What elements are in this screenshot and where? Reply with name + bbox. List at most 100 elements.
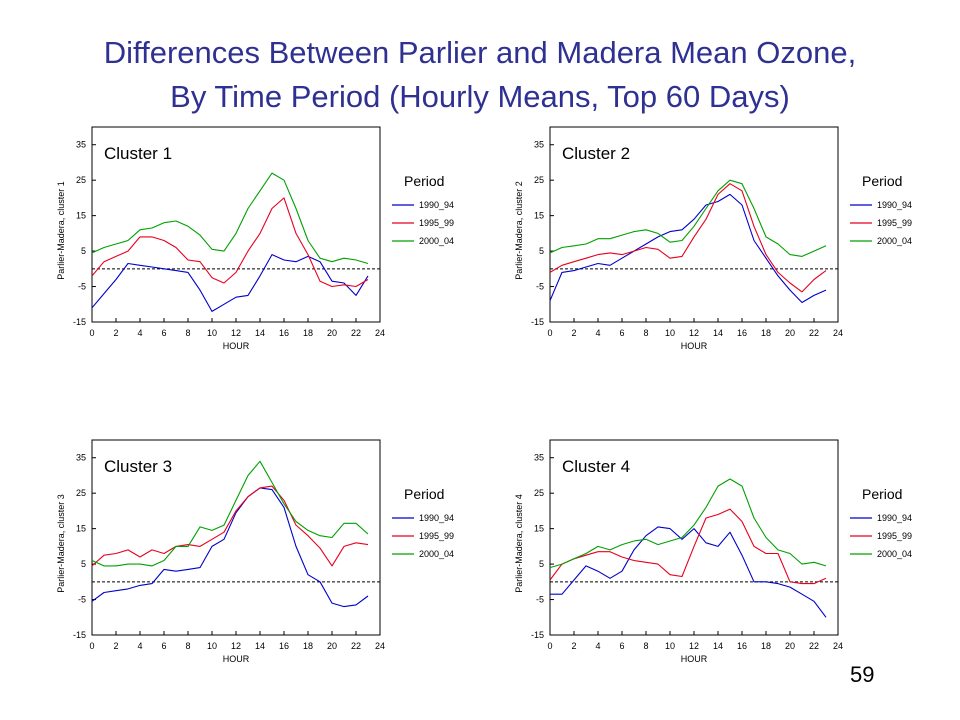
x-tick-label: 22 (351, 328, 361, 338)
y-tick-label: 35 (76, 453, 86, 463)
y-tick-label: 35 (76, 140, 86, 150)
legend-label-1990_94: 1990_94 (877, 513, 912, 523)
y-tick-label: 15 (534, 211, 544, 221)
y-tick-label: 5 (539, 246, 544, 256)
x-tick-label: 4 (137, 641, 142, 651)
x-tick-label: 0 (89, 641, 94, 651)
legend-label-1990_94: 1990_94 (419, 513, 454, 523)
x-tick-label: 0 (89, 328, 94, 338)
legend-label-2000_04: 2000_04 (877, 236, 912, 246)
legend-title: Period (862, 486, 902, 502)
y-tick-label: 25 (76, 488, 86, 498)
y-tick-label: -5 (536, 282, 544, 292)
legend-label-2000_04: 2000_04 (419, 549, 454, 559)
x-tick-label: 8 (643, 328, 648, 338)
legend-title: Period (404, 486, 444, 502)
x-tick-label: 18 (303, 328, 313, 338)
x-tick-label: 6 (619, 328, 624, 338)
y-tick-label: -5 (78, 282, 86, 292)
x-tick-label: 14 (713, 328, 723, 338)
x-tick-label: 22 (809, 641, 819, 651)
x-tick-label: 20 (785, 641, 795, 651)
x-tick-label: 16 (737, 641, 747, 651)
x-axis-label: HOUR (681, 341, 708, 351)
x-tick-label: 0 (547, 641, 552, 651)
x-tick-label: 2 (571, 641, 576, 651)
x-tick-label: 24 (375, 328, 385, 338)
x-tick-label: 12 (689, 328, 699, 338)
x-tick-label: 0 (547, 328, 552, 338)
legend-label-2000_04: 2000_04 (877, 549, 912, 559)
legend-label-1995_99: 1995_99 (877, 218, 912, 228)
legend-label-1990_94: 1990_94 (419, 200, 454, 210)
y-tick-label: 15 (76, 524, 86, 534)
y-tick-label: 15 (534, 524, 544, 534)
y-tick-label: 35 (534, 140, 544, 150)
x-tick-label: 22 (809, 328, 819, 338)
chart-title: Cluster 4 (562, 457, 630, 476)
y-tick-label: 5 (539, 559, 544, 569)
x-axis-label: HOUR (223, 341, 250, 351)
x-tick-label: 18 (303, 641, 313, 651)
legend-label-1990_94: 1990_94 (877, 200, 912, 210)
series-line-2000_04 (91, 460, 369, 567)
y-tick-label: 5 (81, 246, 86, 256)
series-line-1990_94 (91, 487, 369, 608)
chart-title: Cluster 2 (562, 144, 630, 163)
x-tick-label: 24 (833, 328, 843, 338)
x-tick-label: 10 (665, 328, 675, 338)
x-tick-label: 14 (713, 641, 723, 651)
x-tick-label: 8 (185, 641, 190, 651)
legend-label-1995_99: 1995_99 (877, 531, 912, 541)
x-tick-label: 14 (255, 641, 265, 651)
y-tick-label: -15 (531, 630, 544, 640)
legend-title: Period (862, 173, 902, 189)
x-tick-label: 6 (619, 641, 624, 651)
x-tick-label: 4 (595, 328, 600, 338)
x-tick-label: 10 (207, 328, 217, 338)
series-line-1990_94 (549, 193, 827, 304)
x-tick-label: 4 (595, 641, 600, 651)
x-tick-label: 20 (327, 328, 337, 338)
x-tick-label: 6 (161, 641, 166, 651)
series-line-1995_99 (91, 485, 369, 567)
y-axis-label: Parlier-Madera, cluster 2 (514, 181, 524, 280)
chart-title: Cluster 1 (104, 144, 172, 163)
slide-number: 59 (850, 662, 875, 687)
chart-title: Cluster 3 (104, 457, 172, 476)
x-tick-label: 10 (665, 641, 675, 651)
y-tick-label: 35 (534, 453, 544, 463)
x-axis-label: HOUR (681, 654, 708, 664)
x-tick-label: 18 (761, 641, 771, 651)
legend-label-1995_99: 1995_99 (419, 531, 454, 541)
series-line-1990_94 (91, 254, 369, 312)
y-axis-label: Parlier-Madera, cluster 3 (56, 494, 66, 593)
y-tick-label: -5 (78, 595, 86, 605)
y-tick-label: -15 (73, 630, 86, 640)
series-line-1995_99 (549, 508, 827, 585)
y-tick-label: 25 (534, 488, 544, 498)
series-line-1995_99 (549, 183, 827, 293)
x-tick-label: 12 (689, 641, 699, 651)
series-line-2000_04 (549, 478, 827, 569)
series-line-1990_94 (550, 526, 827, 618)
x-tick-label: 4 (137, 328, 142, 338)
x-tick-label: 8 (185, 328, 190, 338)
x-tick-label: 8 (643, 641, 648, 651)
x-tick-label: 16 (279, 328, 289, 338)
y-tick-label: 5 (81, 559, 86, 569)
y-tick-label: -15 (73, 317, 86, 327)
y-tick-label: -15 (531, 317, 544, 327)
y-tick-label: 15 (76, 211, 86, 221)
x-tick-label: 10 (207, 641, 217, 651)
x-tick-label: 16 (279, 641, 289, 651)
x-tick-label: 14 (255, 328, 265, 338)
x-tick-label: 12 (231, 641, 241, 651)
y-axis-label: Parlier-Madera, cluster 4 (514, 494, 524, 593)
series-line-1995_99 (91, 197, 369, 288)
